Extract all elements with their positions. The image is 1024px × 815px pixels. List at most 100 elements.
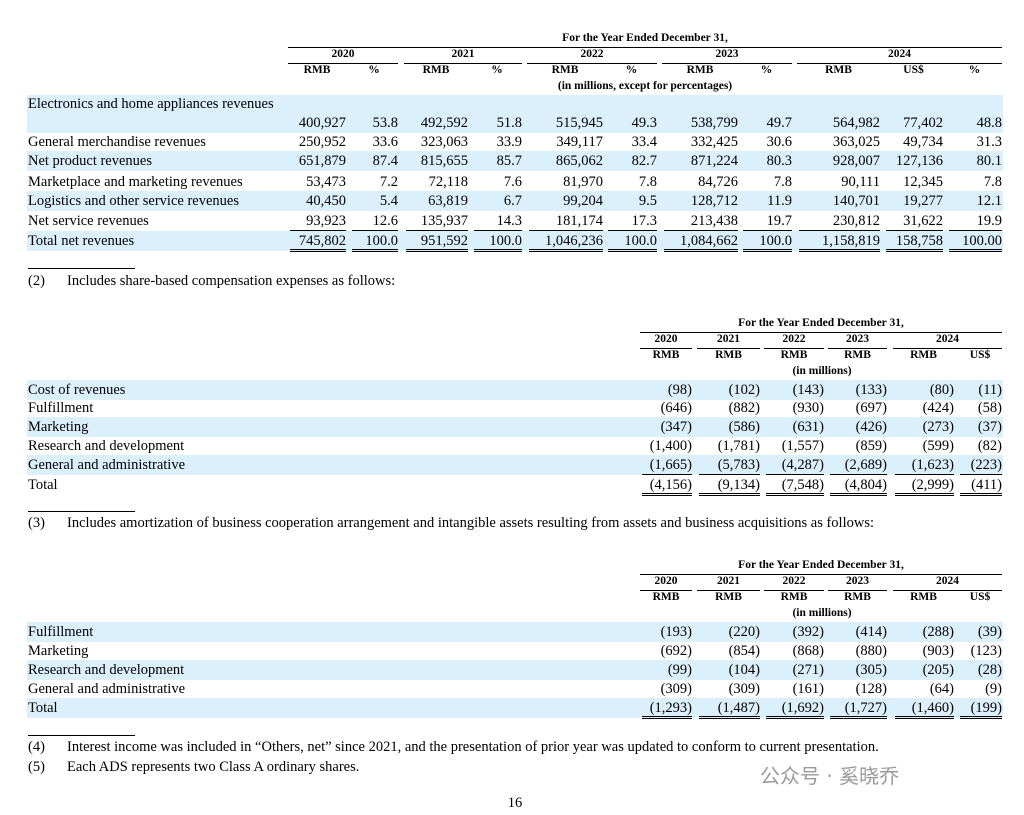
cell: 30.6 xyxy=(743,133,792,152)
cell: 80.3 xyxy=(766,153,792,169)
year-header: 2023 xyxy=(846,333,869,345)
cell: (347) xyxy=(660,419,692,435)
cell: (880) xyxy=(855,643,887,659)
cell: (4,287) xyxy=(766,456,824,475)
cell: 49,734 xyxy=(886,133,943,152)
cell: (161) xyxy=(766,680,824,699)
cell: 9.5 xyxy=(638,193,657,209)
row-shade xyxy=(27,698,1003,718)
row-label: Marketplace and marketing revenues xyxy=(28,174,243,190)
footnote-marker: (4) xyxy=(28,739,45,755)
cell: (80) xyxy=(929,382,954,398)
rule xyxy=(764,590,824,591)
row-shade xyxy=(27,660,1003,680)
rule xyxy=(28,735,135,736)
row-label: Net service revenues xyxy=(28,213,149,229)
row-label: Net product revenues xyxy=(28,153,153,169)
cell: (392) xyxy=(792,624,824,640)
year-header: 2022 xyxy=(782,333,806,345)
cell: (28) xyxy=(977,662,1002,678)
row-label: General and administrative xyxy=(28,457,186,473)
year-header: 2021 xyxy=(717,575,740,587)
cell: 363,025 xyxy=(799,133,880,152)
cell: 7.8 xyxy=(983,174,1002,190)
cell: 100.00 xyxy=(949,232,1002,252)
cell: (309) xyxy=(699,680,760,699)
cell: (859) xyxy=(855,438,887,454)
column-header: RMB xyxy=(844,349,871,361)
cell: 230,812 xyxy=(799,212,880,231)
cell: 85.7 xyxy=(496,153,522,169)
cell: 865,062 xyxy=(555,153,603,169)
unit-note: (in millions, except for percentages) xyxy=(557,80,733,92)
rule xyxy=(662,63,792,64)
cell: (692) xyxy=(660,643,692,659)
cell: 12.6 xyxy=(352,212,398,231)
cell: 651,879 xyxy=(298,153,346,169)
cell: (1,727) xyxy=(830,699,887,719)
cell: (631) xyxy=(792,419,824,435)
cell: 400,927 xyxy=(298,115,346,131)
row-shade xyxy=(27,380,1003,400)
row-label: General merchandise revenues xyxy=(28,134,206,150)
cell: 871,224 xyxy=(690,153,738,169)
column-header: RMB xyxy=(715,349,742,361)
cell: 31.3 xyxy=(949,133,1002,152)
rule xyxy=(404,63,522,64)
cell: 11.9 xyxy=(767,193,792,209)
year-header: 2023 xyxy=(715,48,739,60)
column-header: US$ xyxy=(969,591,991,603)
cell: (58) xyxy=(977,400,1002,416)
cell: 128,712 xyxy=(690,193,738,209)
cell: (1,623) xyxy=(895,456,954,475)
cell: 515,945 xyxy=(555,115,603,131)
cell: 5.4 xyxy=(379,193,398,209)
year-header: 2024 xyxy=(888,48,911,60)
cell: (37) xyxy=(977,419,1002,435)
year-header: 2021 xyxy=(717,333,740,345)
cell: 213,438 xyxy=(664,212,738,231)
cell: (854) xyxy=(728,643,760,659)
row-label: Fulfillment xyxy=(28,624,94,640)
cell: 51.8 xyxy=(496,115,522,131)
rule xyxy=(640,590,692,591)
cell: (882) xyxy=(728,400,760,416)
cell: 77,402 xyxy=(903,115,943,131)
column-header: RMB xyxy=(910,591,937,603)
cell: 1,046,236 xyxy=(529,232,603,252)
cell: 181,174 xyxy=(529,212,603,231)
cell: 7.2 xyxy=(379,174,398,190)
footnote-marker: (3) xyxy=(28,515,45,531)
rule xyxy=(527,63,657,64)
rule xyxy=(697,348,760,349)
cell: (271) xyxy=(792,662,824,678)
cell: 6.7 xyxy=(503,193,522,209)
cell: 7.8 xyxy=(773,174,792,190)
column-header: % xyxy=(760,64,773,76)
row-label: Marketing xyxy=(28,419,89,435)
cell: 323,063 xyxy=(406,133,468,152)
year-header: 2022 xyxy=(580,48,604,60)
column-header: US$ xyxy=(903,64,924,76)
cell: 332,425 xyxy=(664,133,738,152)
cell: (7,548) xyxy=(766,476,824,496)
cell: 63,819 xyxy=(428,193,468,209)
cell: (128) xyxy=(830,680,887,699)
row-label: Total net revenues xyxy=(28,233,135,249)
row-label: Fulfillment xyxy=(28,400,94,416)
cell: (426) xyxy=(855,419,887,435)
cell: (1,293) xyxy=(642,699,692,719)
cell: 17.3 xyxy=(608,212,657,231)
row-label: Cost of revenues xyxy=(28,382,126,398)
column-header: RMB xyxy=(652,591,680,603)
cell: 100.0 xyxy=(608,232,657,252)
cell: 48.8 xyxy=(976,115,1002,131)
cell: 158,758 xyxy=(886,232,943,252)
footnote-text: Includes amortization of business cooper… xyxy=(67,515,874,531)
page-number: 16 xyxy=(507,795,523,811)
table-header: For the Year Ended December 31, xyxy=(738,317,904,329)
row-label: Total xyxy=(28,700,58,716)
row-shade xyxy=(27,622,1003,642)
cell: 82.7 xyxy=(631,153,657,169)
